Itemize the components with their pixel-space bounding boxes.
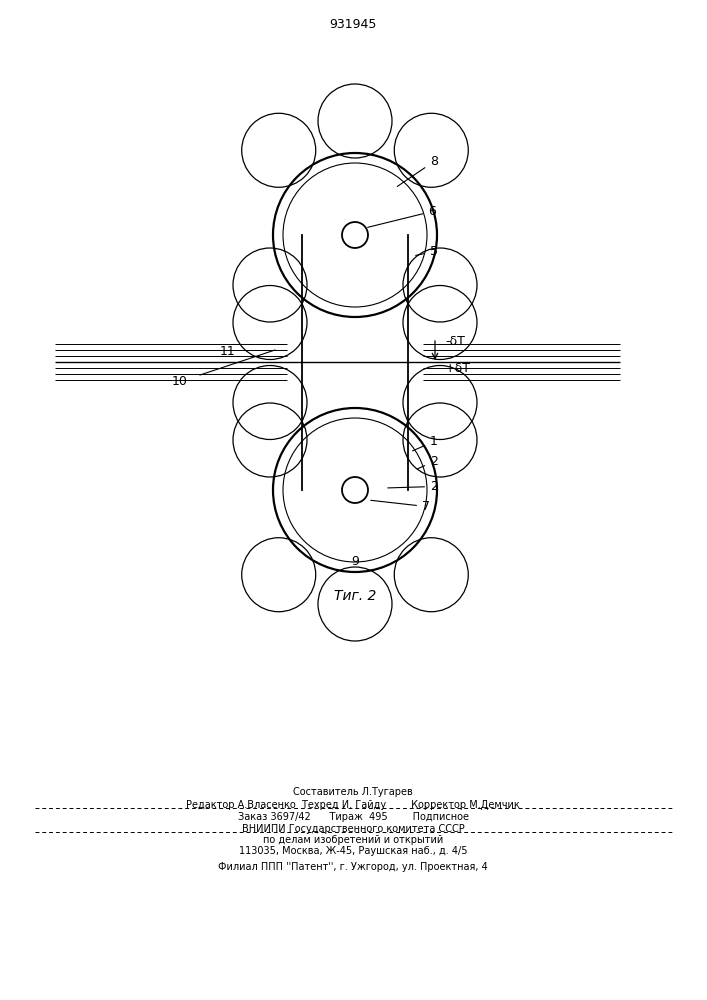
Text: 11: 11	[220, 345, 235, 358]
Text: Составитель Л.Тугарев: Составитель Л.Тугарев	[293, 787, 413, 797]
Text: -δT: -δT	[445, 335, 465, 348]
Text: +δT: +δT	[445, 362, 471, 375]
Text: Филиал ППП ''Патент'', г. Ужгород, ул. Проектная, 4: Филиал ППП ''Патент'', г. Ужгород, ул. П…	[218, 862, 488, 872]
Text: ВНИИПИ Государственного комитета СССР: ВНИИПИ Государственного комитета СССР	[242, 824, 464, 834]
Text: 2: 2	[387, 480, 438, 493]
Text: 8: 8	[397, 155, 438, 186]
Text: 1: 1	[413, 435, 438, 451]
Text: 5: 5	[416, 245, 438, 258]
Text: Редактор А.Власенко  Техред И. Гайду        Корректор М.Демчик: Редактор А.Власенко Техред И. Гайду Корр…	[186, 800, 520, 810]
Text: 113035, Москва, Ж-45, Раушская наб., д. 4/5: 113035, Москва, Ж-45, Раушская наб., д. …	[239, 846, 467, 856]
Text: по делам изобретений и открытий: по делам изобретений и открытий	[263, 835, 443, 845]
Text: 6: 6	[368, 205, 436, 227]
Text: 10: 10	[172, 375, 188, 388]
Text: 7: 7	[370, 500, 430, 513]
Text: 9: 9	[351, 555, 359, 568]
Text: Τиг. 2: Τиг. 2	[334, 589, 376, 603]
Text: 2: 2	[418, 455, 438, 469]
Text: Заказ 3697/42      Тираж  495        Подписное: Заказ 3697/42 Тираж 495 Подписное	[238, 812, 469, 822]
Text: 931945: 931945	[329, 18, 377, 31]
